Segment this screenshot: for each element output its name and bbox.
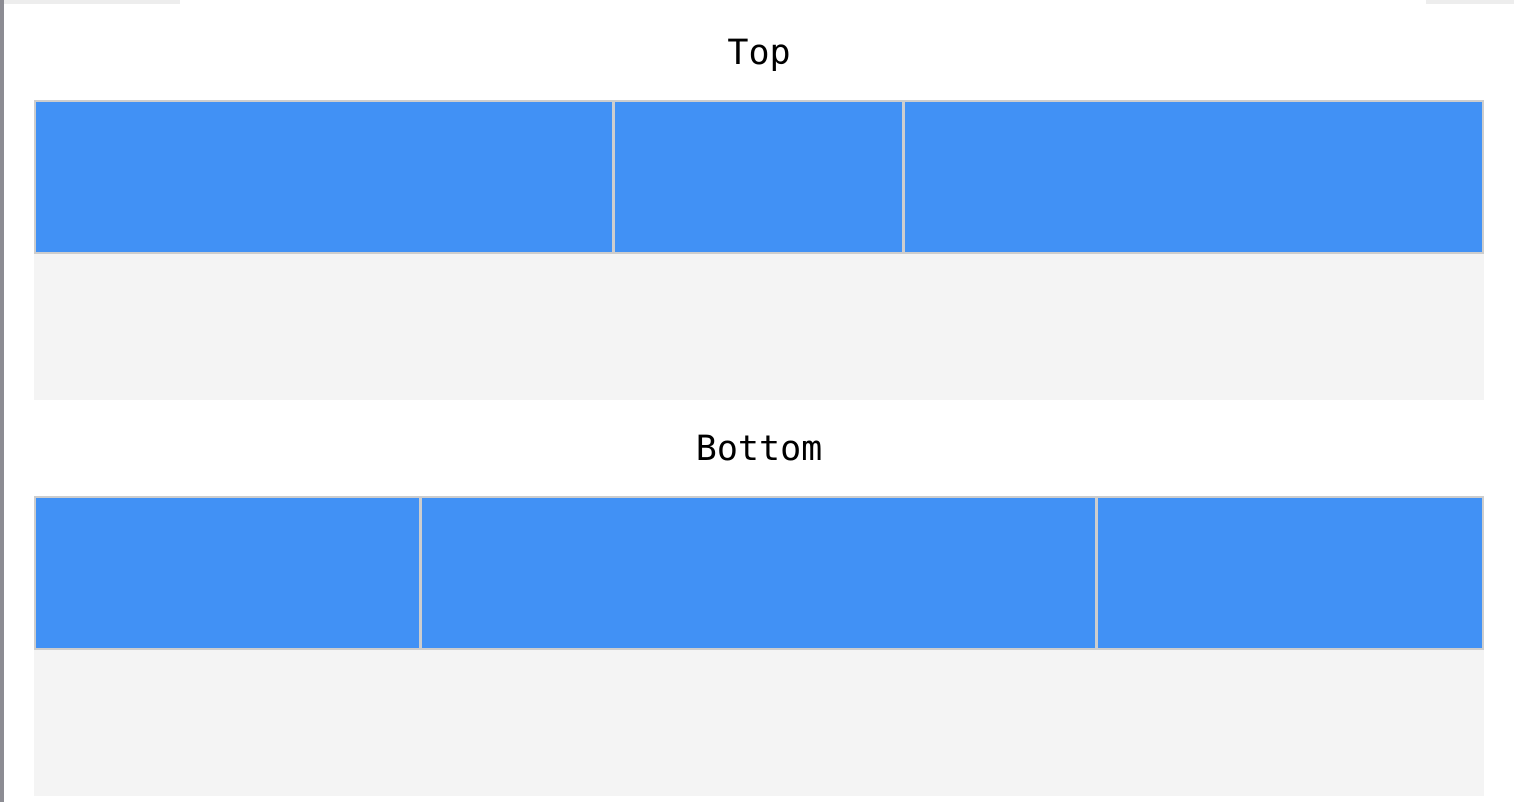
segment-row-bottom [34,496,1484,650]
top-strip-left [4,0,180,4]
segment-top-2 [614,100,904,254]
bottom-section: Bottom [34,396,1484,796]
section-title-bottom: Bottom [695,429,823,469]
segment-bottom-1 [34,496,421,650]
empty-area-bottom [34,650,1484,796]
empty-area-top [34,254,1484,400]
section-title-top: Top [727,33,791,73]
segment-bottom-3 [1097,496,1484,650]
segment-bottom-2 [421,496,1097,650]
top-strip-right [1426,0,1514,4]
top-section: Top [34,0,1484,400]
segment-row-top [34,100,1484,254]
window-left-edge [0,0,4,802]
segment-top-3 [904,100,1484,254]
segment-top-1 [34,100,614,254]
